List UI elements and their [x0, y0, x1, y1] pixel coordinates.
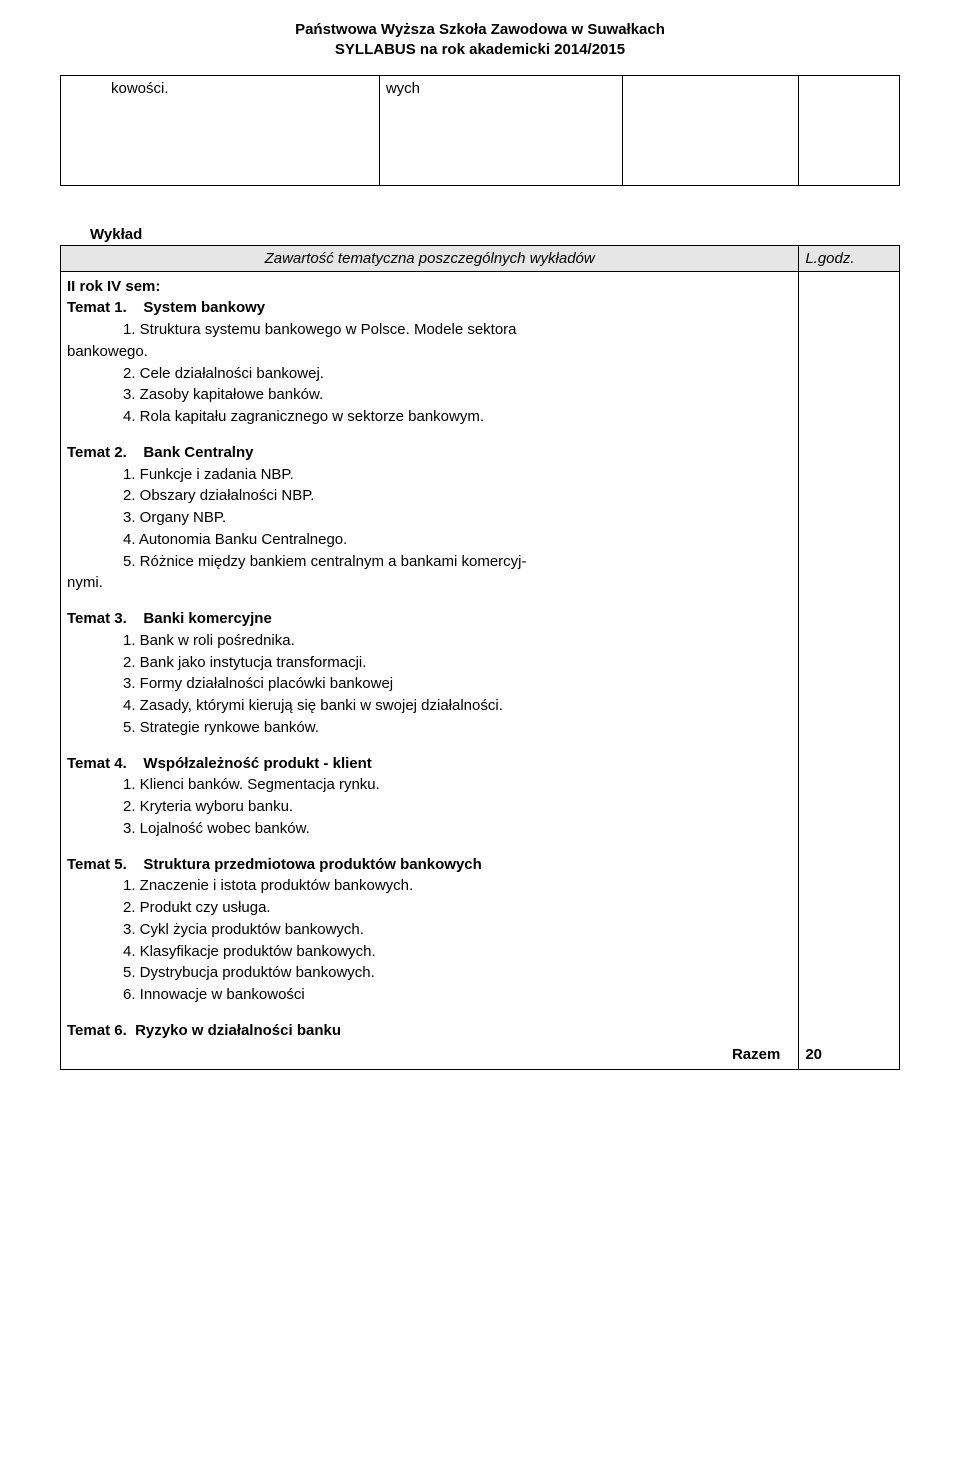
topic-4-item-3: 3. Lojalność wobec banków. — [123, 818, 792, 840]
topic-3-items: 1. Bank w roli pośrednika. 2. Bank jako … — [67, 630, 792, 739]
top-cell-4 — [799, 75, 900, 185]
top-cell-2: wych — [379, 75, 622, 185]
topic-4-items: 1. Klienci banków. Segmentacja rynku. 2.… — [67, 774, 792, 839]
topic-2-item-2: 2. Obszary działalności NBP. — [123, 485, 792, 507]
topic-4-title-line: Temat 4. Współzależność produkt - klient — [67, 753, 792, 775]
topic-2-item-5: 5. Różnice między bankiem centralnym a b… — [123, 551, 792, 573]
razem-label: Razem — [67, 1044, 792, 1066]
topic-3-item-4: 4. Zasady, którymi kierują się banki w s… — [123, 695, 792, 717]
content-table: Zawartość tematyczna poszczególnych wykł… — [60, 245, 900, 1071]
topic-2-hanging: nymi. — [67, 572, 792, 594]
razem-value-cell: 20 — [799, 271, 900, 1070]
topic-2: Temat 2. Bank Centralny 1. Funkcje i zad… — [67, 442, 792, 594]
topic-2-item-4: 4. Autonomia Banku Centralnego. — [123, 529, 792, 551]
topic-5-item-2: 2. Produkt czy usługa. — [123, 897, 792, 919]
topic-5-item-4: 4. Klasyfikacje produktów bankowych. — [123, 941, 792, 963]
content-header-main: Zawartość tematyczna poszczególnych wykł… — [61, 245, 799, 271]
topic-3-item-1: 1. Bank w roli pośrednika. — [123, 630, 792, 652]
topic-5-item-3: 3. Cykl życia produktów bankowych. — [123, 919, 792, 941]
topic-1-items: 1. Struktura systemu bankowego w Polsce.… — [67, 319, 792, 341]
content-header-row: Zawartość tematyczna poszczególnych wykł… — [61, 245, 900, 271]
topic-1-items-rest: 2. Cele działalności bankowej. 3. Zasoby… — [67, 363, 792, 428]
topic-5: Temat 5. Struktura przedmiotowa produktó… — [67, 854, 792, 1006]
content-body-cell: II rok IV sem: Temat 1. System bankowy 1… — [61, 271, 799, 1070]
topic-1-hanging: bankowego. — [67, 341, 792, 363]
top-fragment-table: kowości. wych — [60, 75, 900, 186]
topic-5-title-line: Temat 5. Struktura przedmiotowa produktó… — [67, 854, 792, 876]
page: Państwowa Wyższa Szkoła Zawodowa w Suwał… — [0, 0, 960, 1110]
topic-5-items: 1. Znaczenie i istota produktów bankowyc… — [67, 875, 792, 1006]
topic-3-item-3: 3. Formy działalności placówki bankowej — [123, 673, 792, 695]
top-cell-3 — [623, 75, 799, 185]
topic-1-item-4: 4. Rola kapitału zagranicznego w sektorz… — [123, 406, 792, 428]
top-cell-1: kowości. — [61, 75, 380, 185]
topic-2-title-line: Temat 2. Bank Centralny — [67, 442, 792, 464]
topic-5-item-1: 1. Znaczenie i istota produktów bankowyc… — [123, 875, 792, 897]
header-line-2: SYLLABUS na rok akademicki 2014/2015 — [60, 40, 900, 60]
wyklad-heading: Wykład — [60, 226, 900, 243]
topic-1-item-2: 2. Cele działalności bankowej. — [123, 363, 792, 385]
topic-3-title-line: Temat 3. Banki komercyjne — [67, 608, 792, 630]
topic-1-item-3: 3. Zasoby kapitałowe banków. — [123, 384, 792, 406]
topic-3-item-5: 5. Strategie rynkowe banków. — [123, 717, 792, 739]
topic-3: Temat 3. Banki komercyjne 1. Bank w roli… — [67, 608, 792, 739]
content-body-row: II rok IV sem: Temat 1. System bankowy 1… — [61, 271, 900, 1070]
topic-4-item-2: 2. Kryteria wyboru banku. — [123, 796, 792, 818]
topic-1-item-1: 1. Struktura systemu bankowego w Polsce.… — [123, 319, 792, 341]
topic-4-item-1: 1. Klienci banków. Segmentacja rynku. — [123, 774, 792, 796]
topic-3-item-2: 2. Bank jako instytucja transformacji. — [123, 652, 792, 674]
document-header: Państwowa Wyższa Szkoła Zawodowa w Suwał… — [60, 20, 900, 61]
topic-6: Temat 6. Ryzyko w działalności banku — [67, 1020, 792, 1042]
topic-5-item-5: 5. Dystrybucja produktów bankowych. — [123, 962, 792, 984]
topic-1: Temat 1. System bankowy 1. Struktura sys… — [67, 297, 792, 428]
content-header-hours: L.godz. — [799, 245, 900, 271]
topic-5-item-6: 6. Innowacje w bankowości — [123, 984, 792, 1006]
topic-1-title-line: Temat 1. System bankowy — [67, 297, 792, 319]
header-line-1: Państwowa Wyższa Szkoła Zawodowa w Suwał… — [60, 20, 900, 40]
topic-2-item-3: 3. Organy NBP. — [123, 507, 792, 529]
topic-2-item-1: 1. Funkcje i zadania NBP. — [123, 464, 792, 486]
topic-2-items: 1. Funkcje i zadania NBP. 2. Obszary dzi… — [67, 464, 792, 573]
semester-line: II rok IV sem: — [67, 276, 792, 298]
topic-4: Temat 4. Współzależność produkt - klient… — [67, 753, 792, 840]
topic-6-title-line: Temat 6. Ryzyko w działalności banku — [67, 1020, 792, 1042]
